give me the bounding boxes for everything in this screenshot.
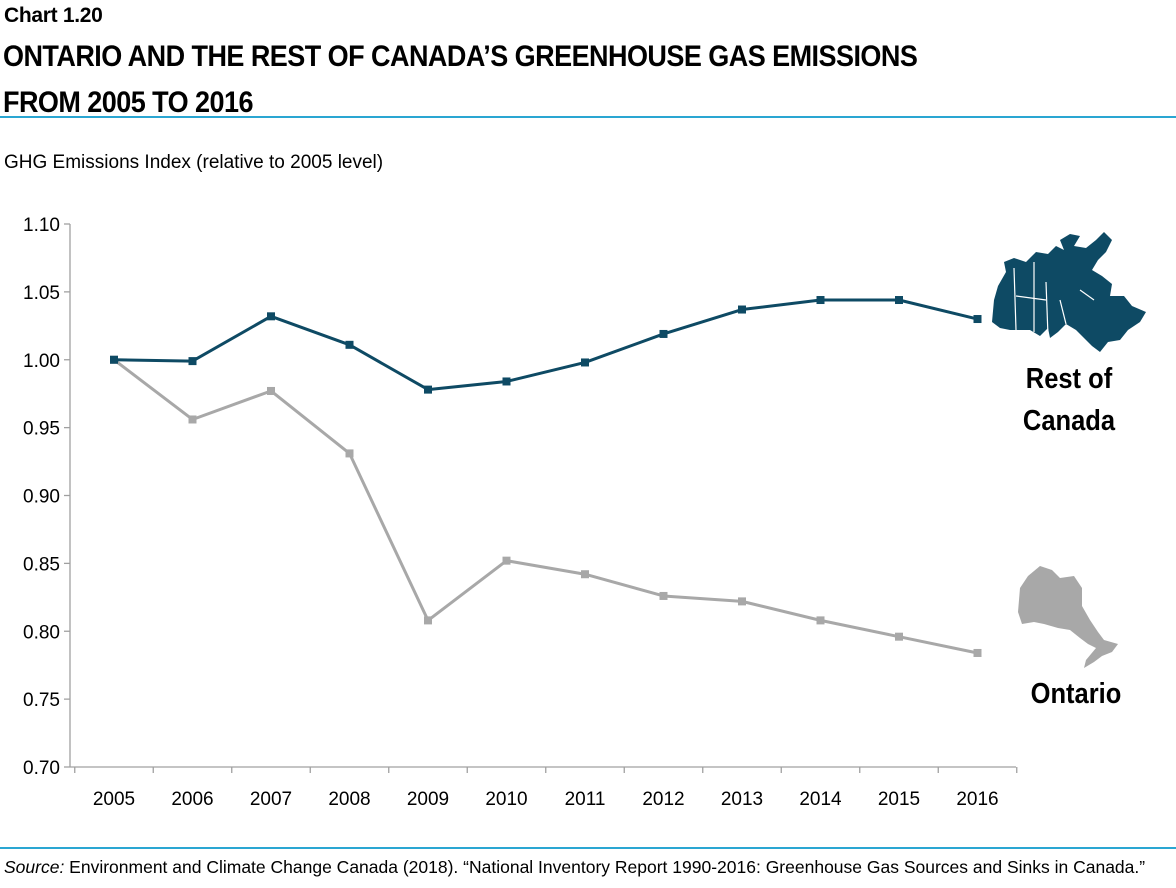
data-point [660, 330, 668, 338]
series-labels: Rest of Canada Ontario [1023, 361, 1121, 709]
data-point [974, 649, 982, 657]
data-point [346, 449, 354, 457]
y-tick-label: 0.75 [23, 690, 60, 711]
data-point [581, 358, 589, 366]
data-point [817, 616, 825, 624]
series-layer [110, 296, 982, 657]
data-point [189, 415, 197, 423]
series-label-ontario: Ontario [1031, 676, 1122, 709]
data-point [424, 616, 432, 624]
source-note: Source: Environment and Climate Change C… [4, 857, 1145, 878]
series-line [114, 360, 978, 653]
data-point [974, 315, 982, 323]
x-tick-label: 2011 [565, 789, 606, 810]
data-point [895, 633, 903, 641]
source-text: Environment and Climate Change Canada (2… [64, 857, 1145, 877]
x-tick-label: 2012 [642, 789, 684, 810]
y-tick-labels: 0.70 0.75 0.80 0.85 0.90 0.95 1.00 1.05 1.10 [23, 215, 60, 779]
x-tick-label: 2006 [171, 789, 213, 810]
series-label-line: Ontario [1031, 676, 1122, 709]
y-tick-label: 0.70 [23, 758, 60, 779]
y-tick-label: 1.00 [23, 351, 60, 372]
x-tick-label: 2007 [250, 789, 292, 810]
series-rest-of-canada [110, 296, 982, 394]
x-tick-label: 2013 [721, 789, 763, 810]
data-point [738, 597, 746, 605]
y-tick-label: 0.90 [23, 487, 60, 508]
y-tick-label: 0.85 [23, 554, 60, 575]
footer-divider [0, 847, 1176, 849]
x-tick-label: 2009 [407, 789, 449, 810]
series-ontario [110, 356, 982, 657]
x-tick-label: 2015 [878, 789, 920, 810]
y-tick-label: 1.10 [23, 215, 60, 236]
data-point [267, 387, 275, 395]
series-label-line: Canada [1023, 403, 1116, 436]
data-point [660, 592, 668, 600]
series-label-line: Rest of [1026, 361, 1113, 394]
x-tick-label: 2014 [799, 789, 842, 810]
y-tick-label: 0.95 [23, 419, 60, 440]
data-point [738, 306, 746, 314]
x-tick-labels: 2005 2006 2007 2008 2009 2010 2011 2012 2013 2014… [93, 789, 999, 810]
series-line [114, 300, 978, 390]
source-label: Source: [4, 857, 64, 877]
x-tick-label: 2005 [93, 789, 135, 810]
data-point [817, 296, 825, 304]
x-tick-label: 2008 [328, 789, 370, 810]
series-label-rest-of-canada: Rest of Canada [1023, 361, 1116, 436]
data-point [189, 357, 197, 365]
ontario-map-icon [1018, 566, 1118, 668]
x-tick-label: 2016 [956, 789, 998, 810]
data-point [895, 296, 903, 304]
data-point [503, 557, 511, 565]
y-tick-label: 1.05 [23, 283, 60, 304]
data-point [503, 377, 511, 385]
data-point [424, 386, 432, 394]
chart-axes [64, 224, 1017, 773]
data-point [267, 312, 275, 320]
data-point [581, 570, 589, 578]
data-point [110, 356, 118, 364]
data-point [346, 341, 354, 349]
canada-map-icon [992, 232, 1146, 352]
x-tick-label: 2010 [485, 789, 527, 810]
y-tick-label: 0.80 [23, 622, 60, 643]
